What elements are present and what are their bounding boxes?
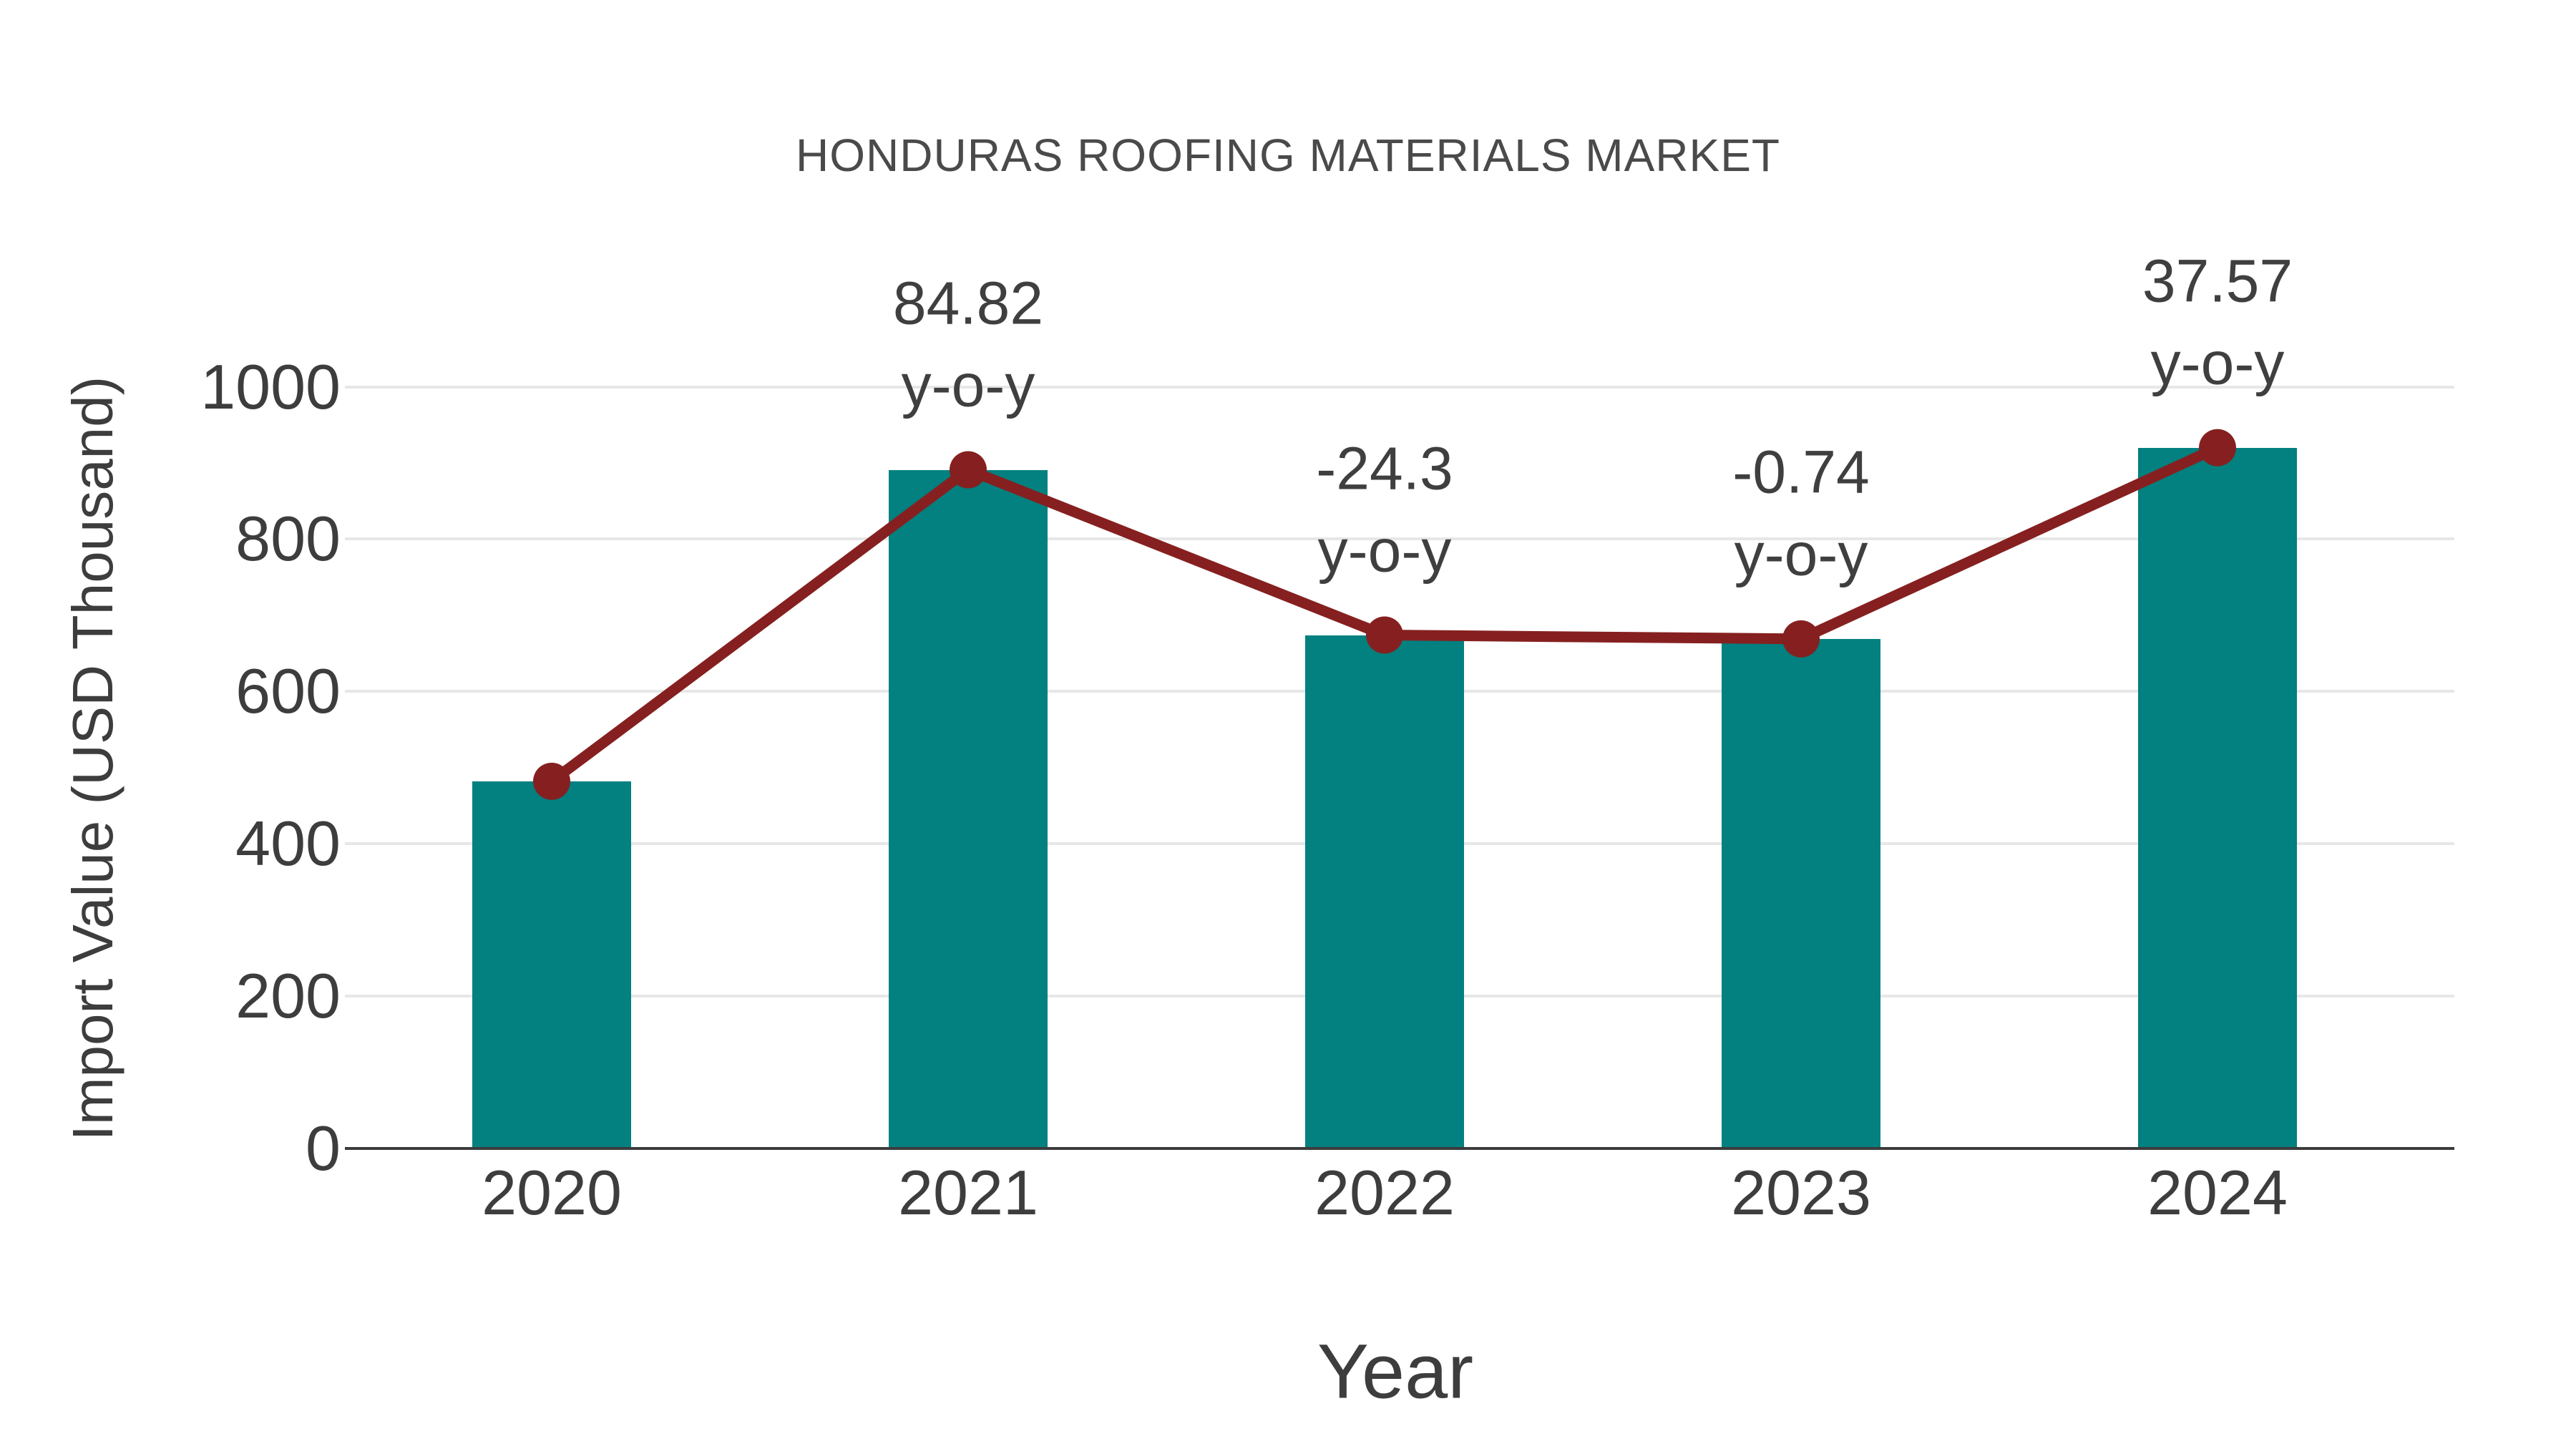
bar-2024 [2138,447,2297,1148]
y-tick-label-800: 800 [235,503,341,575]
annotation-suffix-2024: y-o-y [2150,329,2285,397]
x-axis-line [345,1147,2454,1150]
data-point-marker-2023 [1782,620,1820,658]
data-point-marker-2022 [1366,616,1403,654]
trend-line [546,442,2223,787]
bar-2023 [1722,638,1880,1148]
x-tick-label-2020: 2020 [482,1157,622,1228]
x-tick-label-2022: 2022 [1314,1157,1455,1228]
x-tick-label-2023: 2023 [1731,1157,1871,1228]
annotation-value-2024: 37.57 [2142,247,2293,315]
y-tick-label-600: 600 [235,655,341,727]
data-point-marker-2020 [533,762,570,800]
bar-2021 [889,469,1048,1148]
grid-line-y1000 [345,385,2454,389]
bar-2020 [472,781,631,1148]
annotation-value-2023: -0.74 [1732,438,1870,506]
chart-title: HONDURAS ROOFING MATERIALS MARKET [796,130,1780,181]
annotation-suffix-2021: y-o-y [901,351,1035,419]
annotation-value-2022: -24.3 [1316,434,1453,502]
grid-line-y800 [345,537,2454,541]
annotation-suffix-2022: y-o-y [1317,517,1452,585]
x-tick-label-2021: 2021 [898,1157,1038,1228]
y-tick-label-1000: 1000 [200,351,341,422]
annotation-suffix-2023: y-o-y [1734,520,1868,588]
annotation-value-2021: 84.82 [892,269,1044,337]
bar-2022 [1305,635,1464,1148]
x-tick-label-2024: 2024 [2147,1157,2288,1228]
y-tick-label-0: 0 [306,1113,341,1184]
y-tick-label-200: 200 [235,960,341,1032]
y-tick-label-400: 400 [235,808,341,879]
data-point-marker-2021 [950,451,987,489]
x-axis-title: Year [1317,1327,1474,1415]
data-point-marker-2024 [2199,429,2236,467]
